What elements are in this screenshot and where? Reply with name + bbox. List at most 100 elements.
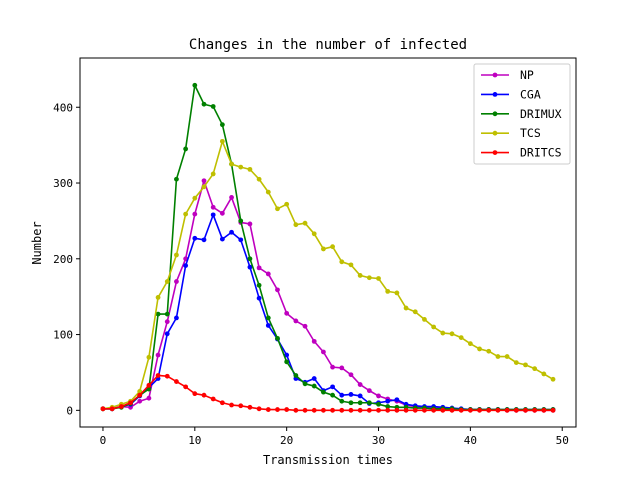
data-point — [256, 265, 262, 271]
data-point — [330, 392, 335, 398]
data-point — [164, 331, 170, 337]
data-point — [164, 373, 170, 379]
data-point — [311, 231, 317, 237]
x-tick-label: 0 — [100, 434, 107, 447]
data-point — [210, 212, 216, 218]
data-point — [201, 237, 207, 243]
data-point — [174, 379, 179, 384]
data-point — [477, 407, 482, 413]
data-point — [357, 382, 363, 387]
data-point — [155, 373, 161, 378]
data-point — [137, 392, 143, 398]
data-point — [422, 407, 427, 413]
data-point — [302, 323, 308, 329]
data-point — [247, 166, 253, 172]
data-point — [100, 406, 106, 412]
data-point — [146, 395, 152, 401]
data-point — [467, 341, 473, 347]
legend-label: NP — [520, 68, 534, 82]
data-point — [357, 400, 363, 406]
data-point — [348, 392, 354, 397]
data-point — [394, 407, 400, 413]
data-point — [385, 398, 391, 404]
data-point — [201, 178, 207, 184]
data-point — [229, 402, 234, 408]
data-point — [174, 252, 179, 258]
data-point — [504, 407, 510, 413]
legend-item-drimux: DRIMUX — [481, 107, 562, 121]
data-point — [385, 407, 391, 413]
data-point — [238, 237, 244, 243]
y-tick-label: 300 — [53, 177, 73, 190]
data-point — [348, 407, 354, 413]
data-point — [431, 324, 437, 330]
y-tick-label: 0 — [66, 404, 73, 417]
data-point — [192, 195, 198, 201]
legend: NP CGA DRIMUX TCS DRITCS — [473, 63, 571, 165]
data-point — [146, 354, 152, 360]
data-point — [403, 407, 409, 413]
data-point — [192, 211, 198, 217]
data-point — [192, 82, 198, 88]
data-point — [219, 236, 225, 242]
data-point — [219, 400, 225, 406]
data-point — [440, 330, 446, 336]
data-point — [339, 398, 345, 404]
data-point — [513, 360, 519, 365]
data-point — [183, 211, 189, 217]
data-point — [523, 407, 528, 413]
data-point — [339, 392, 345, 398]
data-point — [467, 407, 473, 413]
data-point — [330, 384, 335, 390]
data-point — [339, 365, 345, 371]
data-point — [302, 407, 308, 413]
data-point — [321, 407, 326, 413]
data-point — [247, 264, 253, 270]
data-point — [293, 318, 299, 324]
data-point — [495, 354, 501, 359]
data-point — [394, 397, 400, 403]
data-point — [541, 407, 547, 413]
data-point — [201, 101, 207, 107]
x-tick-label: 30 — [372, 434, 385, 447]
data-point — [146, 386, 152, 392]
legend-item-cga: CGA — [481, 87, 541, 101]
data-point — [339, 259, 345, 265]
data-point — [302, 381, 308, 387]
data-point — [321, 246, 326, 252]
legend-box — [473, 63, 571, 165]
data-point — [265, 407, 271, 412]
x-tick-label: 40 — [464, 434, 477, 447]
data-point — [238, 164, 244, 170]
data-point — [412, 407, 418, 413]
data-point — [376, 401, 381, 407]
data-point — [155, 295, 161, 300]
data-point — [219, 122, 225, 128]
data-point — [330, 407, 335, 413]
data-point — [284, 352, 290, 358]
data-point — [275, 335, 280, 341]
x-axis: 0 10 20 30 40 50 — [100, 427, 569, 447]
data-point — [449, 407, 455, 413]
y-tick-label: 400 — [53, 101, 73, 114]
data-point — [348, 372, 354, 378]
data-point — [247, 221, 253, 227]
data-point — [293, 407, 299, 413]
legend-label: TCS — [520, 126, 541, 140]
data-point — [128, 400, 133, 406]
data-point — [238, 218, 244, 224]
legend-marker — [492, 150, 498, 156]
data-point — [366, 400, 372, 406]
data-point — [265, 315, 271, 321]
data-point — [293, 373, 299, 378]
data-point — [210, 171, 216, 177]
data-point — [366, 275, 372, 281]
legend-marker — [492, 92, 498, 97]
data-point — [504, 354, 510, 359]
data-point — [164, 319, 170, 325]
data-point — [229, 195, 234, 200]
data-point — [265, 189, 271, 195]
data-point — [275, 287, 280, 293]
data-point — [164, 279, 170, 284]
data-point — [357, 407, 363, 413]
